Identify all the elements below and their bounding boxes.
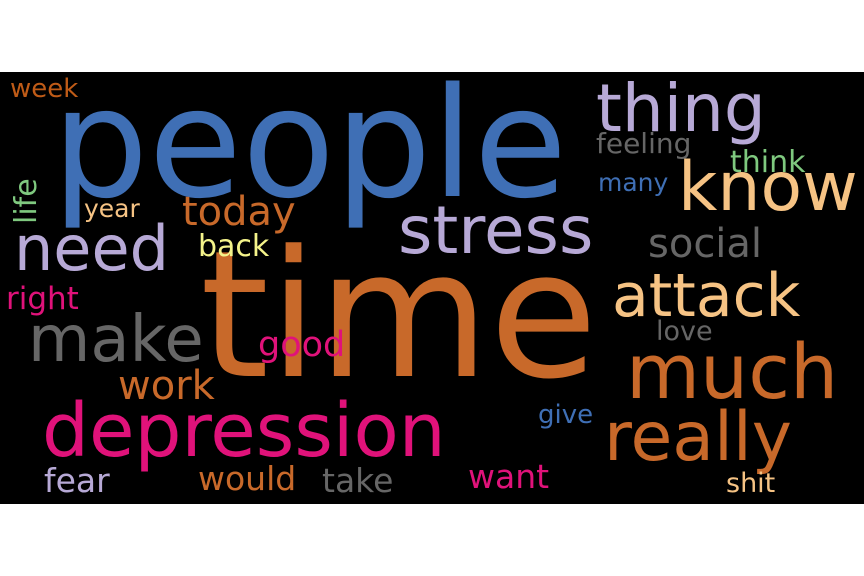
word-thing: thing xyxy=(596,72,766,147)
word-year: year xyxy=(84,194,140,223)
word-many: many xyxy=(598,168,669,197)
word-week: week xyxy=(10,74,79,104)
word-take: take xyxy=(322,461,394,500)
word-work: work xyxy=(118,363,215,409)
word-depression: depression xyxy=(42,388,446,474)
word-back: back xyxy=(198,229,270,264)
word-think: think xyxy=(730,145,806,180)
word-today: today xyxy=(182,189,296,235)
word-fear: fear xyxy=(44,461,110,500)
word-time: time xyxy=(200,213,598,418)
word-make: make xyxy=(28,303,204,377)
word-love: love xyxy=(656,316,713,347)
word-good: good xyxy=(258,325,346,365)
word-shit: shit xyxy=(726,468,776,499)
word-really: really xyxy=(604,398,792,477)
word-need: need xyxy=(14,212,169,285)
word-know: know xyxy=(678,148,858,227)
word-cloud: people time depression thing know stress… xyxy=(0,72,864,504)
word-give: give xyxy=(538,400,594,430)
word-right: right xyxy=(6,281,79,317)
word-much: much xyxy=(626,327,839,416)
word-want: want xyxy=(468,457,550,496)
word-life: life xyxy=(9,178,44,224)
word-stress: stress xyxy=(398,192,594,269)
word-feeling: feeling xyxy=(596,127,692,160)
word-would: would xyxy=(198,459,297,498)
word-people: people xyxy=(52,72,568,232)
word-attack: attack xyxy=(612,261,801,331)
word-social: social xyxy=(648,221,763,267)
